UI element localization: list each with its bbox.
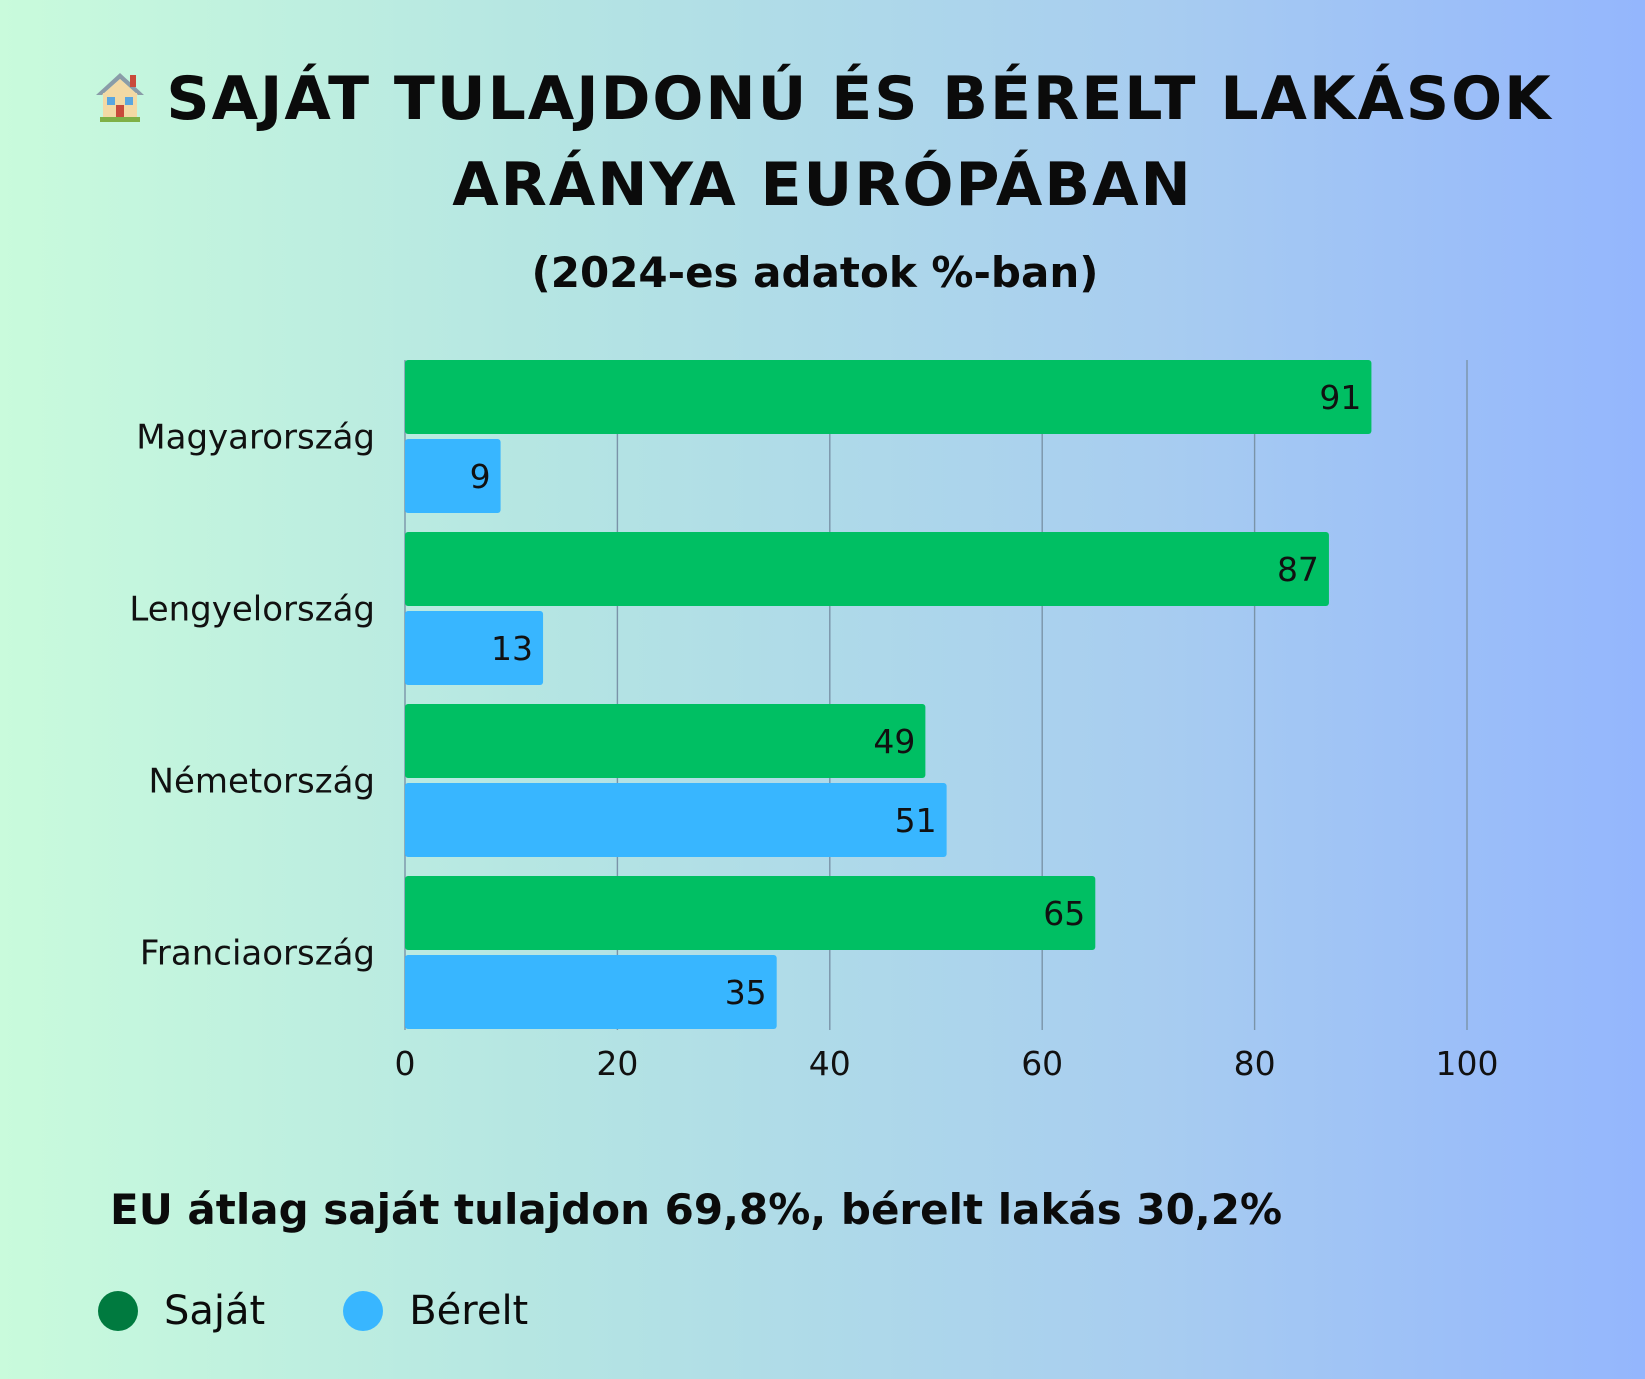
labels: 0 20 40 60 80 100 91 9 Magyarország 87 13 Lengyelor… xyxy=(129,378,1498,1083)
chart-subtitle: (2024-es adatok %-ban) xyxy=(531,248,1099,297)
title-line-2: ARÁNYA EURÓPÁBAN xyxy=(452,150,1193,220)
legend-item-rent: Bérelt xyxy=(343,1288,528,1334)
own-bar xyxy=(405,876,1096,950)
rent-bar xyxy=(405,955,777,1029)
rent-bar xyxy=(405,611,544,685)
title-text-line-1: SAJÁT TULAJDONÚ ÉS BÉRELT LAKÁSOK xyxy=(166,64,1553,134)
bar-chart: 0 20 40 60 80 100 91 9 Magyarország 87 13 Lengyelor… xyxy=(129,360,1499,1083)
legend: Saját Bérelt xyxy=(98,1288,606,1334)
category-label: Magyarország xyxy=(136,418,375,458)
bar-value-label: 9 xyxy=(470,457,491,496)
bar-value-label: 51 xyxy=(895,801,937,840)
rent-bar xyxy=(405,439,501,513)
bar-value-label: 87 xyxy=(1277,550,1319,589)
category-label: Lengyelország xyxy=(129,590,375,630)
chart-title: SAJÁT TULAJDONÚ ÉS BÉRELT LAKÁSOK ARÁNYA… xyxy=(60,56,1585,228)
bar-value-label: 49 xyxy=(873,722,915,761)
category-label: Németország xyxy=(149,762,375,802)
own-bar xyxy=(405,532,1329,606)
legend-own-dot-icon xyxy=(98,1291,138,1331)
legend-rent-label: Bérelt xyxy=(409,1288,529,1334)
x-tick-label: 20 xyxy=(596,1044,638,1083)
x-tick-label: 100 xyxy=(1436,1044,1499,1083)
x-tick-label: 0 xyxy=(395,1044,416,1083)
own-bar xyxy=(405,360,1372,434)
category-label: Franciaország xyxy=(140,934,375,974)
bar-value-label: 91 xyxy=(1319,378,1361,417)
legend-rent-dot-icon xyxy=(343,1291,384,1331)
own-bar xyxy=(405,704,926,778)
x-tick-label: 40 xyxy=(809,1044,851,1083)
eu-average-note: EU átlag saját tulajdon 69,8%, bérelt la… xyxy=(110,1185,1283,1234)
legend-item-own: Saját xyxy=(98,1288,265,1334)
legend-own-label: Saját xyxy=(164,1288,266,1334)
title-line-1: SAJÁT TULAJDONÚ ÉS BÉRELT LAKÁSOK xyxy=(60,56,1585,142)
x-tick-label: 80 xyxy=(1234,1044,1276,1083)
rent-bar xyxy=(405,783,947,857)
x-tick-label: 60 xyxy=(1021,1044,1063,1083)
bars xyxy=(405,360,1372,1029)
bar-value-label: 65 xyxy=(1043,894,1085,933)
house-icon xyxy=(96,73,145,122)
bar-value-label: 13 xyxy=(491,629,533,668)
bar-value-label: 35 xyxy=(725,973,767,1012)
